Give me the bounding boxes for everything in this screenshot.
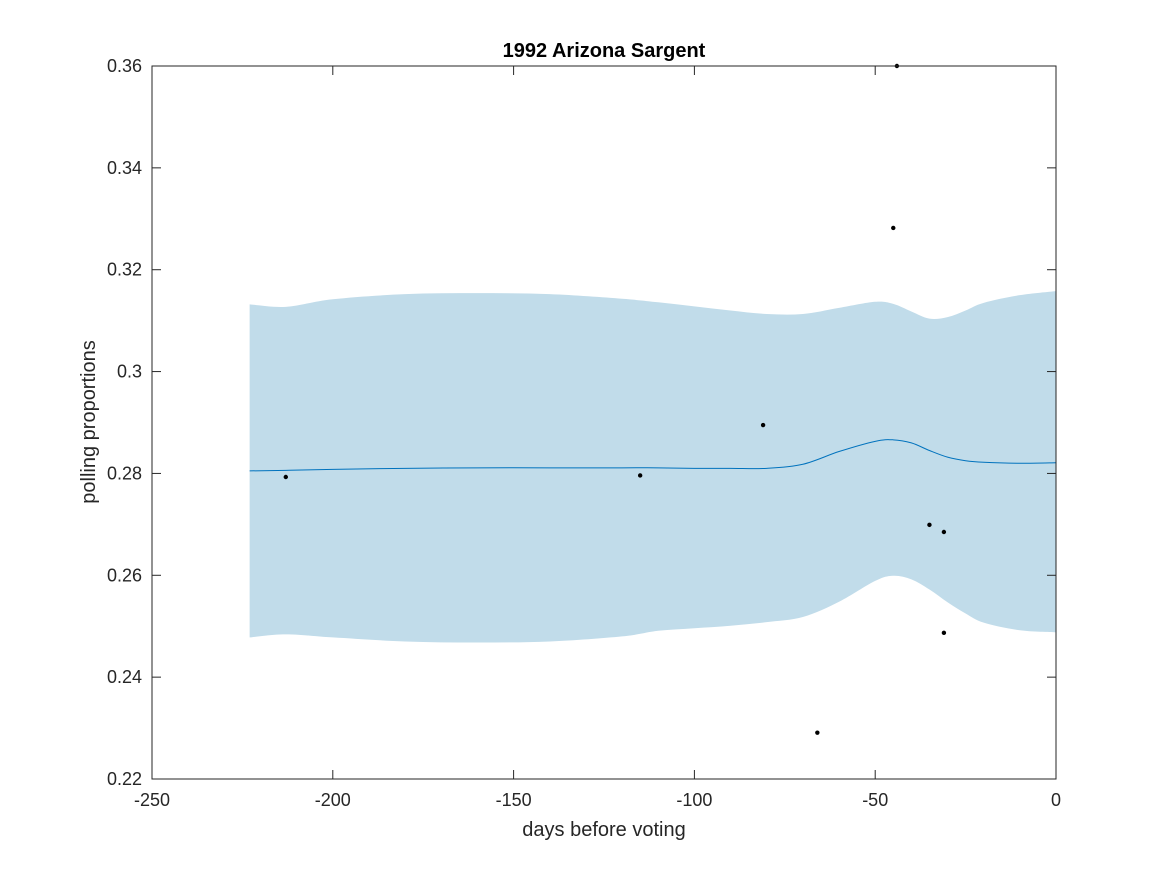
y-tick-label: 0.22 <box>107 769 142 789</box>
poll-point <box>891 225 896 231</box>
x-tick-label: -250 <box>134 790 170 810</box>
confidence-band <box>249 291 1056 643</box>
x-tick-label: 0 <box>1051 790 1061 810</box>
plot-area <box>249 63 1057 735</box>
y-tick-label: 0.26 <box>107 565 142 585</box>
y-tick-label: 0.28 <box>107 463 142 483</box>
x-tick-label: -50 <box>862 790 888 810</box>
axes-box <box>151 65 1057 780</box>
poll-point <box>941 529 947 535</box>
x-tick-label: -150 <box>496 790 532 810</box>
mean-line <box>249 439 1057 472</box>
poll-point <box>941 630 947 636</box>
y-tick-label: 0.32 <box>107 260 142 280</box>
poll-point <box>815 730 820 735</box>
y-tick-label: 0.36 <box>107 56 142 76</box>
x-axis-label: days before voting <box>522 819 685 841</box>
axis-ticks: -250 -200 -150 -100 -50 0 0.22 0.24 0.26 0.28 0.3 0… <box>107 56 1061 810</box>
y-axis-label: polling proportions <box>78 340 100 503</box>
poll-point <box>760 422 766 428</box>
y-tick-label: 0.24 <box>107 667 142 687</box>
poll-point <box>637 473 643 478</box>
x-tick-label: -200 <box>315 790 351 810</box>
y-tick-label: 0.34 <box>107 158 142 178</box>
x-tick-label: -100 <box>676 790 712 810</box>
chart-title: 1992 Arizona Sargent <box>503 40 706 62</box>
poll-point <box>927 522 932 528</box>
y-tick-label: 0.3 <box>117 362 142 382</box>
poll-point <box>283 474 288 480</box>
